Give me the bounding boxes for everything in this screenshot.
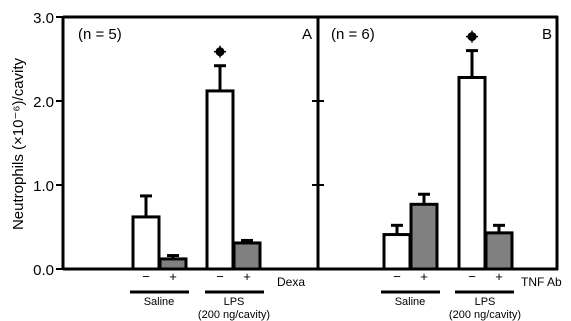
treatment-sign-label: + [420,269,428,284]
panel-b-letter: B [542,26,552,43]
bar [205,89,235,271]
bar [484,231,514,271]
y-tick-label: 1.0 [33,178,54,195]
group-sublabel: (200 ng/cavity) [198,309,270,321]
y-tick-label: 2.0 [33,94,54,111]
panel-b-treatment-label: TNF Ab [521,275,562,289]
bars-layer: − + − + − + − + [131,30,514,284]
group-label: LPS [224,296,245,308]
bar [457,75,487,271]
treatment-sign-label: − [142,269,150,284]
y-axis-label: Neutrophils (×10⁻⁶)/cavity [10,57,27,230]
panel-b-n-label: (n = 6) [331,26,375,43]
bar [232,241,262,271]
treatment-sign-label: − [393,269,401,284]
group-sublabel: (200 ng/cavity) [449,309,521,321]
group-label: Saline [395,296,426,308]
y-tick-label: 0.0 [33,262,54,279]
y-tick-label: 3.0 [33,10,54,27]
treatment-sign-label: + [243,269,251,284]
group-label: LPS [475,296,496,308]
treatment-sign-label: − [216,269,224,284]
treatment-sign-label: − [468,269,476,284]
bar [409,202,439,271]
panel-a-treatment-label: Dexa [277,275,305,289]
panel-a-letter: A [302,26,312,43]
bar [382,233,412,271]
treatment-sign-label: + [495,269,503,284]
treatment-sign-label: + [169,269,177,284]
bar [131,215,161,271]
panel-a-n-label: (n = 5) [78,26,122,43]
bar [158,257,188,271]
group-label: Saline [144,296,175,308]
